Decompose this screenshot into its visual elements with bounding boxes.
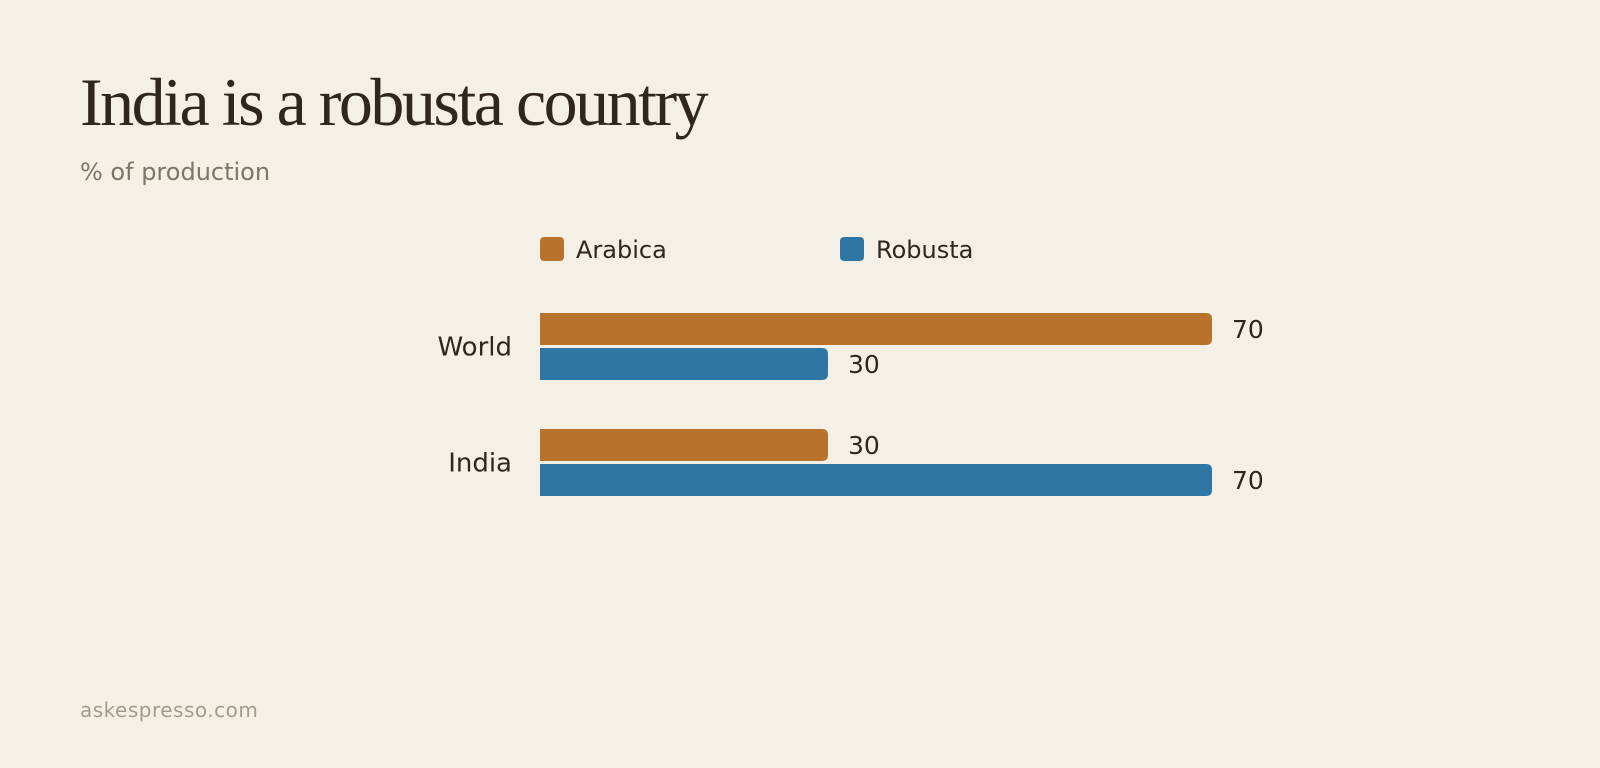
bar-world-robusta bbox=[540, 348, 828, 380]
legend-label-arabica: Arabica bbox=[576, 236, 667, 264]
bar-india-robusta bbox=[540, 464, 1212, 496]
value-label-world-arabica: 70 bbox=[1232, 315, 1264, 344]
chart-title: India is a robusta country bbox=[80, 64, 709, 140]
bar-world-arabica bbox=[540, 313, 1212, 345]
legend-swatch-robusta bbox=[840, 237, 864, 261]
legend: Arabica Robusta bbox=[540, 236, 973, 264]
chart-subtitle: % of production bbox=[80, 158, 271, 186]
value-label-world-robusta: 30 bbox=[848, 350, 880, 379]
plot-area: World 70 30 India 30 70 bbox=[437, 313, 1264, 496]
value-label-india-robusta: 70 bbox=[1232, 466, 1264, 495]
value-label-india-arabica: 30 bbox=[848, 431, 880, 460]
source-footer: askespresso.com bbox=[80, 698, 259, 722]
category-label-india: India bbox=[448, 449, 512, 479]
bar-india-arabica bbox=[540, 429, 828, 461]
legend-label-robusta: Robusta bbox=[876, 236, 973, 264]
legend-swatch-arabica bbox=[540, 237, 564, 261]
category-label-world: World bbox=[437, 333, 512, 363]
